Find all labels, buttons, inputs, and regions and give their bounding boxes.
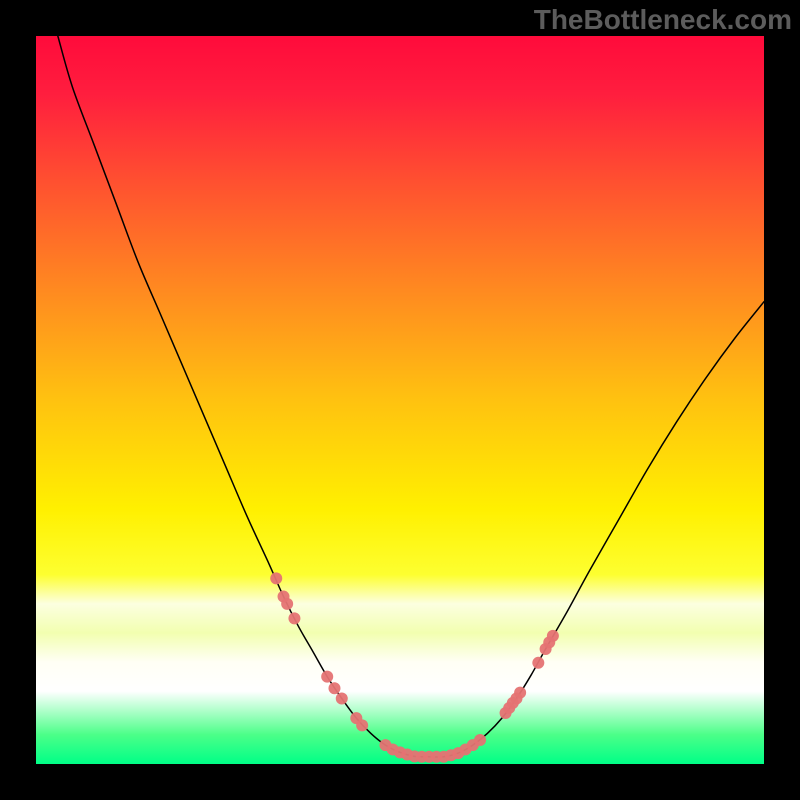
data-marker	[281, 598, 293, 610]
data-marker	[532, 657, 544, 669]
data-marker	[514, 687, 526, 699]
data-marker	[328, 682, 340, 694]
data-marker	[336, 692, 348, 704]
data-marker	[288, 612, 300, 624]
data-marker	[474, 734, 486, 746]
plot-background	[36, 36, 764, 764]
data-marker	[321, 671, 333, 683]
plot-area	[36, 36, 764, 764]
watermark-text: TheBottleneck.com	[534, 4, 792, 36]
stage: TheBottleneck.com	[0, 0, 800, 800]
data-marker	[356, 719, 368, 731]
data-marker	[270, 572, 282, 584]
plot-svg	[36, 36, 764, 764]
data-marker	[547, 630, 559, 642]
